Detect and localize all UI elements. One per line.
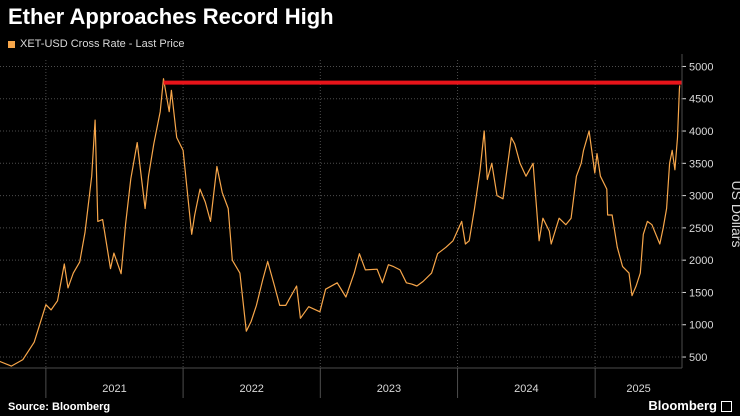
- source-note: Source: Bloomberg: [8, 401, 111, 413]
- y-tick-label: 3000: [689, 191, 713, 203]
- y-tick-label: 500: [689, 352, 707, 364]
- x-tick-label: 2022: [239, 383, 263, 395]
- y-tick-label: 1500: [689, 287, 713, 299]
- y-tick-label: 4000: [689, 126, 713, 138]
- y-tick-label: 1000: [689, 320, 713, 332]
- grid-layer: [0, 60, 682, 368]
- y-tick-label: 4500: [689, 94, 713, 106]
- brand-box-icon: [721, 400, 732, 412]
- chart-title: Ether Approaches Record High: [8, 4, 334, 29]
- x-tick-label: 2025: [626, 383, 650, 395]
- y-tick-label: 2500: [689, 223, 713, 235]
- x-tick-label: 2021: [102, 383, 126, 395]
- x-tick-label: 2024: [514, 383, 538, 395]
- y-tick-label: 3500: [689, 158, 713, 170]
- y-tick-label: 5000: [689, 61, 713, 73]
- axis-layer: 500 1000 1500 2000 2500 3000 3500 4000 4500 5000 2…: [0, 54, 740, 398]
- brand-name: Bloomberg: [648, 398, 717, 413]
- y-tick-label: 2000: [689, 255, 713, 267]
- legend-label: XET-USD Cross Rate - Last Price: [20, 38, 185, 50]
- legend: XET-USD Cross Rate - Last Price: [8, 37, 184, 51]
- legend-swatch: [8, 40, 15, 48]
- x-tick-label: 2023: [377, 383, 401, 395]
- brand: Bloomberg: [648, 398, 732, 414]
- y-axis-title: US Dollars: [729, 181, 740, 248]
- price-line: [0, 78, 681, 367]
- series-layer: [0, 78, 681, 367]
